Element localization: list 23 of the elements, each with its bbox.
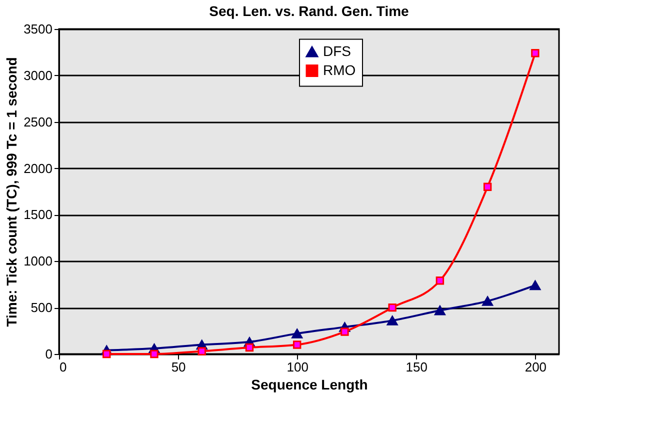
chart-title: Seq. Len. vs. Rand. Gen. Time xyxy=(209,3,410,19)
y-tick-label: 2500 xyxy=(24,114,52,130)
y-tick-label: 0 xyxy=(45,346,52,362)
point xyxy=(482,296,494,306)
legend-label: DFS xyxy=(323,42,351,59)
point xyxy=(530,280,541,290)
y-tick-label: 3500 xyxy=(24,22,52,36)
x-tick-label: 50 xyxy=(171,360,186,374)
y-tick-label: 1000 xyxy=(24,254,52,269)
point xyxy=(386,316,398,326)
x-tick-label: 0 xyxy=(60,360,67,374)
point xyxy=(434,306,446,316)
x-tick-label: 100 xyxy=(286,360,308,374)
y-tick-label: 1500 xyxy=(24,207,52,222)
y-tick-label: 2000 xyxy=(24,160,52,176)
y-axis-title: Time: Tick count (TC), 999 Tc = 1 second xyxy=(4,57,20,327)
legend-label: RMO xyxy=(323,62,356,78)
x-tick-label: 200 xyxy=(524,360,547,374)
y-tick-label: 500 xyxy=(30,300,52,316)
y-tick-label: 3000 xyxy=(24,68,52,83)
point xyxy=(292,328,303,338)
x-tick-label: 150 xyxy=(406,360,428,374)
x-axis-title: Sequence Length xyxy=(251,376,368,392)
